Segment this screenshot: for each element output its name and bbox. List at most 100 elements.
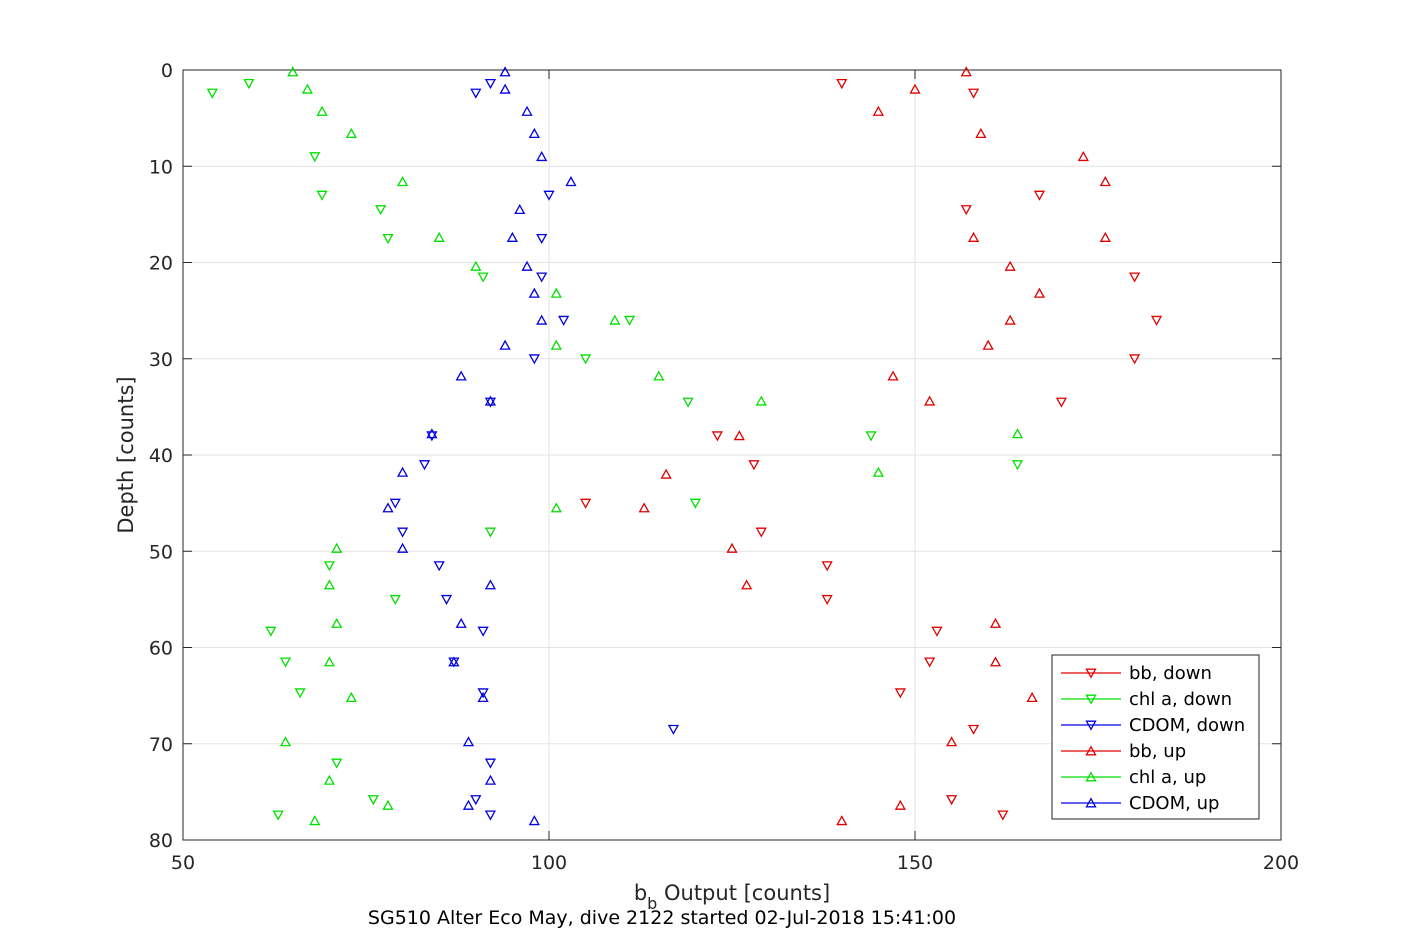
data-point bbox=[653, 370, 665, 381]
legend-item: bb, down bbox=[1061, 663, 1212, 684]
legend-marker bbox=[1085, 797, 1097, 808]
x-tick-label: 150 bbox=[897, 852, 933, 874]
data-point bbox=[836, 815, 848, 826]
data-point bbox=[660, 468, 672, 479]
data-point bbox=[536, 233, 548, 245]
legend-label: CDOM, up bbox=[1129, 793, 1219, 814]
data-point bbox=[967, 88, 980, 99]
data-point bbox=[536, 314, 548, 325]
data-point bbox=[543, 190, 555, 201]
axis-ticks: 50 100 150 200 0 10 20 30 40 50 60 70 80 bbox=[149, 60, 1299, 874]
data-point bbox=[477, 272, 489, 283]
data-point bbox=[396, 176, 409, 187]
data-point bbox=[323, 579, 336, 590]
data-point bbox=[967, 231, 980, 242]
y-tick-label: 40 bbox=[149, 445, 173, 467]
data-point bbox=[521, 105, 533, 116]
data-point bbox=[872, 466, 885, 477]
data-point bbox=[396, 527, 409, 538]
data-point bbox=[1026, 691, 1038, 703]
data-point bbox=[477, 626, 489, 637]
data-point bbox=[323, 656, 336, 667]
data-point bbox=[514, 203, 526, 215]
legend-label: chl a, down bbox=[1129, 689, 1232, 710]
data-point bbox=[382, 799, 394, 810]
data-point bbox=[579, 354, 592, 365]
data-point bbox=[294, 688, 306, 699]
y-tick-label: 10 bbox=[149, 156, 173, 178]
data-point bbox=[426, 428, 438, 439]
x-axis-title-subscript: b bbox=[647, 894, 657, 913]
data-point bbox=[755, 395, 767, 406]
data-point bbox=[528, 287, 540, 298]
data-point bbox=[1011, 428, 1024, 439]
data-point bbox=[960, 66, 972, 77]
data-point bbox=[331, 617, 343, 628]
data-point bbox=[528, 127, 540, 139]
series-3 bbox=[638, 66, 1111, 826]
data-markers bbox=[206, 66, 1163, 826]
legend-marker bbox=[1085, 771, 1097, 782]
data-point bbox=[396, 466, 409, 477]
legend-label: bb, down bbox=[1129, 663, 1212, 684]
figure-caption: SG510 Alter Eco May, dive 2122 started 0… bbox=[368, 907, 956, 929]
legend-item: CDOM, up bbox=[1061, 793, 1219, 814]
data-point bbox=[375, 205, 387, 216]
series-0 bbox=[579, 79, 1163, 821]
data-point bbox=[579, 498, 592, 509]
data-point bbox=[982, 339, 994, 350]
data-point bbox=[279, 657, 292, 668]
data-point bbox=[536, 272, 548, 283]
data-point bbox=[477, 688, 489, 699]
data-point bbox=[470, 795, 482, 806]
data-point bbox=[989, 617, 1002, 628]
x-tick-label: 200 bbox=[1263, 852, 1299, 874]
data-point bbox=[689, 498, 702, 509]
data-point bbox=[1004, 260, 1016, 271]
data-point bbox=[389, 594, 401, 605]
data-point bbox=[821, 594, 833, 605]
legend-marker bbox=[1085, 745, 1097, 756]
data-point bbox=[279, 736, 292, 747]
y-tick-label: 60 bbox=[149, 638, 173, 660]
data-point bbox=[470, 260, 482, 271]
data-point bbox=[206, 88, 218, 99]
data-point bbox=[484, 579, 497, 590]
legend-item: CDOM, down bbox=[1061, 715, 1245, 736]
data-point bbox=[558, 315, 570, 326]
data-point bbox=[960, 205, 972, 216]
series-4 bbox=[279, 66, 1024, 826]
x-axis-title-rest: Output [counts] bbox=[657, 881, 830, 905]
y-tick-label: 30 bbox=[149, 349, 173, 371]
data-point bbox=[367, 795, 379, 806]
data-point bbox=[462, 736, 475, 747]
data-point bbox=[711, 431, 723, 442]
data-point bbox=[894, 688, 906, 699]
legend-label: CDOM, down bbox=[1129, 715, 1245, 736]
data-point bbox=[484, 758, 497, 769]
data-point bbox=[455, 617, 467, 628]
data-point bbox=[323, 774, 336, 785]
data-point bbox=[872, 105, 885, 116]
data-point bbox=[389, 498, 401, 509]
data-point bbox=[945, 736, 958, 747]
data-point bbox=[931, 626, 943, 637]
data-point bbox=[536, 151, 548, 162]
legend-marker bbox=[1085, 694, 1097, 705]
data-point bbox=[1011, 460, 1024, 471]
data-point bbox=[1128, 354, 1141, 365]
data-point bbox=[528, 815, 540, 826]
data-point bbox=[418, 460, 431, 471]
data-point bbox=[1150, 315, 1163, 326]
data-point bbox=[924, 657, 936, 668]
data-point bbox=[477, 691, 489, 703]
legend-item: chl a, down bbox=[1061, 689, 1232, 710]
data-point bbox=[316, 105, 328, 116]
legend-marker bbox=[1085, 720, 1097, 731]
legend-label: chl a, up bbox=[1129, 767, 1206, 788]
data-point bbox=[345, 127, 357, 139]
series-1 bbox=[206, 79, 1024, 821]
data-point bbox=[726, 542, 738, 553]
data-point bbox=[301, 83, 314, 94]
